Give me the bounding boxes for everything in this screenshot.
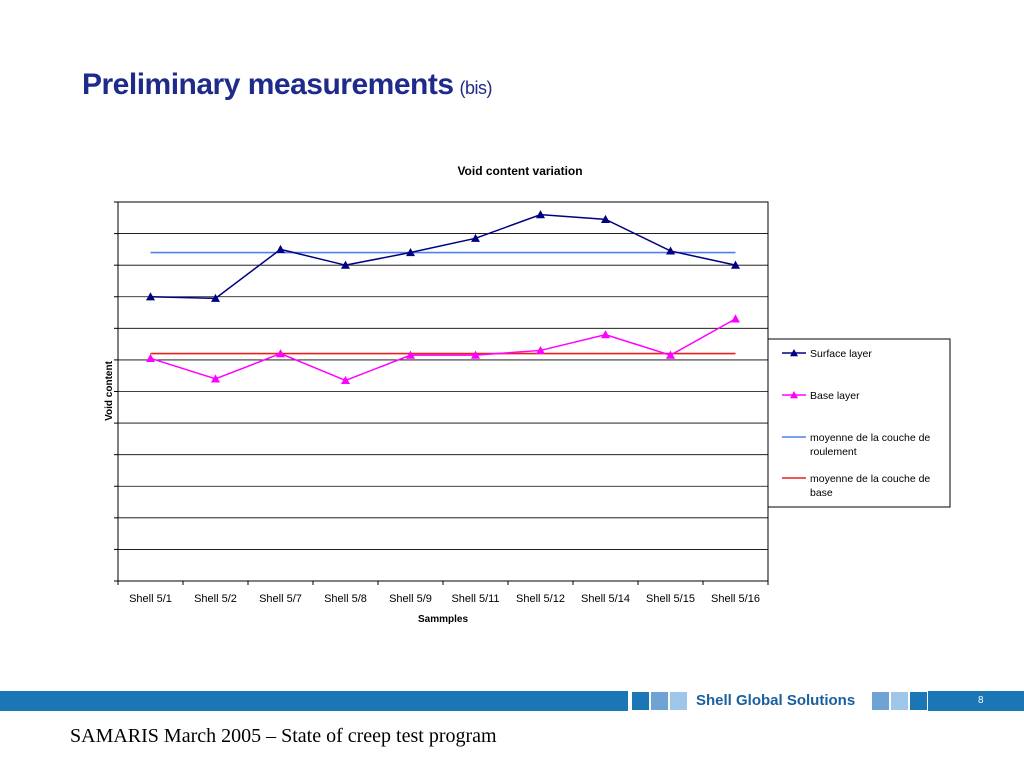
brand-square-5 (891, 692, 908, 710)
data-point (406, 350, 415, 359)
data-point (276, 349, 285, 358)
x-tick-labels: Shell 5/1 Shell 5/2 Shell 5/7 Shell 5/8 Shel… (129, 593, 760, 605)
series-markers (146, 210, 740, 385)
brand-square-3 (670, 692, 687, 710)
brand-square-1 (632, 692, 649, 710)
data-point (731, 260, 740, 269)
data-point (276, 244, 285, 253)
slide-title-main: Preliminary measurements (82, 68, 454, 101)
legend-marker (790, 391, 798, 399)
data-point (211, 293, 220, 302)
x-tick-label: Shell 5/16 (711, 593, 760, 605)
series-line (150, 213, 736, 300)
x-tick-label: Shell 5/7 (259, 593, 302, 605)
data-point (666, 350, 675, 359)
slide-title-suffix: (bis) (459, 78, 493, 98)
x-tick-label: Shell 5/11 (451, 593, 499, 605)
legend-item: moyenne de la couche de base (782, 473, 930, 499)
x-tick-label: Shell 5/1 (129, 593, 172, 605)
chart-title: Void content variation (457, 164, 582, 178)
legend-label: moyenne de la couche de base (810, 473, 930, 499)
brand-square-2 (651, 692, 668, 710)
data-point (146, 292, 155, 301)
data-point (601, 214, 610, 223)
x-axis-label: Sammples (418, 614, 468, 625)
footer-brand-area (628, 691, 928, 711)
data-point (536, 345, 545, 355)
data-point (211, 374, 220, 383)
data-point (406, 248, 415, 257)
legend: Surface layer Base layer moyenne de la cou… (767, 338, 951, 508)
axis-ticks (114, 201, 769, 585)
x-tick-label: Shell 5/2 (194, 593, 237, 605)
data-point (471, 350, 480, 359)
data-point (666, 246, 675, 255)
x-tick-label: Shell 5/9 (389, 593, 432, 605)
data-point (731, 314, 740, 323)
gridlines (118, 233, 768, 550)
x-tick-label: Shell 5/15 (646, 593, 695, 605)
legend-label: Surface layer (810, 348, 872, 360)
page-number: 8 (978, 695, 984, 706)
series-lines (150, 213, 736, 382)
x-tick-label: Shell 5/8 (324, 593, 367, 605)
data-point (146, 353, 155, 362)
data-point (536, 210, 545, 219)
legend-label: moyenne de la couche de roulement (810, 432, 930, 458)
footer-text: SAMARIS March 2005 – State of creep test… (70, 725, 497, 747)
legend-box (767, 338, 951, 508)
void-content-chart: Void content variation Shell 5/1 Shell 5/… (104, 164, 951, 625)
data-point (341, 260, 350, 269)
legend-item: Base layer (782, 390, 860, 402)
legend-label: Base layer (810, 390, 860, 402)
legend-marker (790, 349, 798, 357)
data-point (471, 233, 480, 242)
y-axis-label: Void content (104, 360, 115, 420)
legend-item: moyenne de la couche de roulement (782, 432, 930, 458)
x-tick-label: Shell 5/12 (516, 593, 565, 605)
brand-square-6 (910, 692, 927, 710)
series-line (150, 318, 736, 382)
data-point (341, 375, 350, 385)
brand-name: Shell Global Solutions (696, 692, 856, 709)
legend-item: Surface layer (782, 348, 872, 360)
slide-title: Preliminary measurements (bis) (82, 68, 493, 102)
data-point (601, 330, 610, 339)
brand-square-4 (872, 692, 889, 710)
x-tick-label: Shell 5/14 (581, 593, 630, 605)
